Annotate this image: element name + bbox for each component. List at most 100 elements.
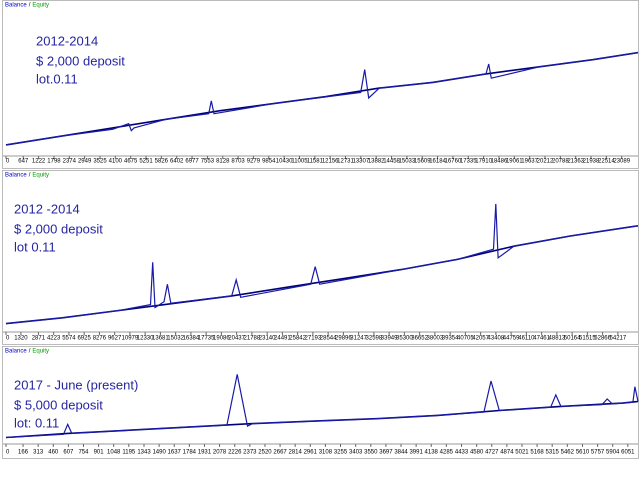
annotation: $ 2,000 deposit	[14, 221, 103, 236]
x-tick-label: 5574	[62, 336, 76, 342]
annotation: lot.0.11	[36, 71, 78, 86]
x-tick-label: 8128	[216, 159, 230, 165]
x-tick-label: 3550	[364, 450, 378, 456]
x-tick-label: 166	[18, 450, 29, 456]
x-tick-label: 15033	[399, 159, 416, 165]
panel-frame	[2, 346, 639, 459]
x-tick-label: 6925	[77, 336, 91, 342]
x-tick-label: 460	[48, 450, 59, 456]
x-tick-label: 17335	[460, 159, 477, 165]
x-tick-label: 1931	[198, 450, 212, 456]
x-tick-label: 4285	[440, 450, 454, 456]
x-tick-label: 607	[63, 450, 74, 456]
x-tick-label: 47461	[533, 336, 550, 342]
x-tick-label: 1222	[32, 159, 46, 165]
x-tick-label: 9279	[247, 159, 261, 165]
x-tick-label: 35300	[396, 336, 413, 342]
x-tick-label: 5168	[530, 450, 544, 456]
x-tick-label: 36652	[411, 336, 428, 342]
x-tick-label: 25842	[289, 336, 306, 342]
x-tick-label: 3403	[349, 450, 363, 456]
x-tick-label: 2373	[243, 450, 257, 456]
x-tick-label: 19637	[521, 159, 538, 165]
x-tick-label: 2374	[63, 159, 77, 165]
x-tick-label: 12731	[337, 159, 354, 165]
x-tick-label: 2949	[78, 159, 92, 165]
x-tick-label: 1784	[183, 450, 197, 456]
x-tick-label: 23089	[613, 159, 630, 165]
x-tick-label: 18486	[491, 159, 508, 165]
annotation: lot 0.11	[14, 239, 56, 254]
x-tick-label: 11581	[307, 159, 324, 165]
x-tick-label: 2226	[228, 450, 242, 456]
x-tick-label: 44759	[503, 336, 520, 342]
x-tick-label: 13681	[152, 336, 169, 342]
x-tick-label: 19086	[213, 336, 230, 342]
x-tick-label: 13882	[368, 159, 385, 165]
x-tick-label: 8276	[93, 336, 107, 342]
legend-separator: /	[29, 349, 31, 355]
x-tick-label: 17735	[198, 336, 215, 342]
x-tick-label: 3255	[334, 450, 348, 456]
x-tick-label: 21788	[244, 336, 261, 342]
panel-frame	[2, 170, 639, 345]
x-tick-label: 5021	[515, 450, 529, 456]
x-tick-label: 2814	[288, 450, 302, 456]
x-tick-label: 11005	[291, 159, 308, 165]
x-tick-label: 9627	[108, 336, 122, 342]
x-tick-label: 5904	[606, 450, 620, 456]
x-tick-label: 0	[6, 159, 10, 165]
legend-separator: /	[29, 3, 31, 9]
legend-entry: Balance	[5, 3, 27, 9]
x-tick-label: 38003	[427, 336, 444, 342]
x-tick-label: 12156	[322, 159, 339, 165]
x-tick-label: 16384	[183, 336, 200, 342]
x-tick-label: 5251	[139, 159, 153, 165]
x-tick-label: 1490	[152, 450, 166, 456]
x-tick-label: 16760	[445, 159, 462, 165]
legend-separator: /	[29, 173, 31, 179]
x-tick-label: 2961	[304, 450, 318, 456]
x-tick-label: 22514	[598, 159, 615, 165]
equity-line	[5, 203, 639, 325]
annotation: $ 5,000 deposit	[14, 397, 103, 412]
annotation: lot: 0.11	[14, 415, 59, 430]
equity-line	[5, 374, 639, 439]
legend-entry: Equity	[32, 349, 49, 355]
x-tick-label: 1320	[14, 336, 28, 342]
x-tick-label: 4138	[425, 450, 439, 456]
x-tick-label: 2871	[32, 336, 46, 342]
x-tick-label: 33949	[381, 336, 398, 342]
x-tick-label: 21938	[583, 159, 600, 165]
x-tick-label: 23140	[259, 336, 276, 342]
x-tick-label: 3108	[319, 450, 333, 456]
annotation: 2017 - June (present)	[14, 377, 138, 392]
x-tick-label: 4874	[500, 450, 514, 456]
x-tick-label: 3525	[93, 159, 107, 165]
x-tick-label: 5757	[591, 450, 605, 456]
x-tick-label: 42057	[472, 336, 489, 342]
legend-entry: Balance	[5, 349, 27, 355]
x-tick-label: 10979	[122, 336, 139, 342]
x-tick-label: 1195	[122, 450, 136, 456]
x-tick-label: 5462	[561, 450, 575, 456]
legend-entry: Equity	[32, 3, 49, 9]
x-tick-label: 1637	[168, 450, 182, 456]
x-tick-label: 20212	[537, 159, 554, 165]
x-tick-label: 43408	[488, 336, 505, 342]
x-tick-label: 50164	[564, 336, 581, 342]
x-tick-label: 21363	[567, 159, 584, 165]
x-tick-label: 17910	[475, 159, 492, 165]
annotation: 2012 -2014	[14, 201, 80, 216]
x-tick-label: 3991	[409, 450, 423, 456]
x-tick-label: 2520	[258, 450, 272, 456]
x-tick-label: 1343	[137, 450, 151, 456]
annotation: 2012-2014	[36, 33, 98, 48]
x-tick-label: 5315	[546, 450, 560, 456]
x-tick-label: 27193	[305, 336, 322, 342]
x-tick-label: 28544	[320, 336, 337, 342]
x-tick-label: 313	[33, 450, 44, 456]
x-tick-label: 15609	[414, 159, 431, 165]
x-tick-label: 52866	[594, 336, 611, 342]
